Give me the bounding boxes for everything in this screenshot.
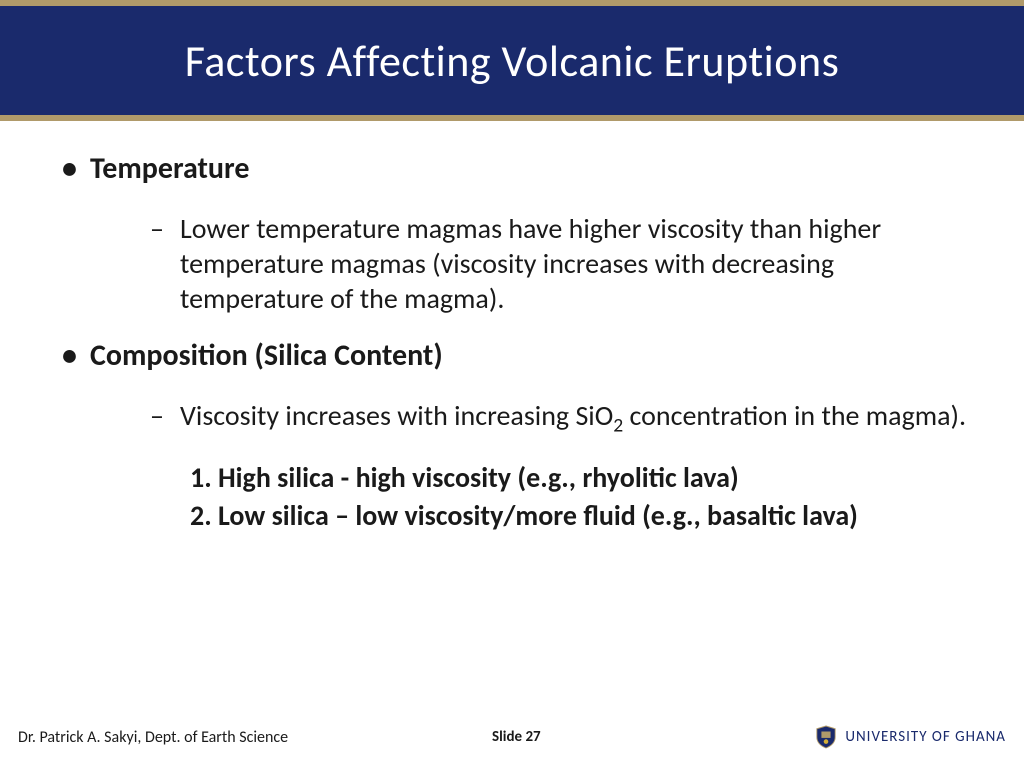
numbered-item-1: 1. High silica - high viscosity (e.g., r… — [190, 460, 974, 496]
sub-bullet-text: Lower temperature magmas have higher vis… — [150, 211, 974, 316]
bullet-composition: Composition (Silica Content) Viscosity i… — [50, 338, 974, 535]
bullet-temperature: Temperature Lower temperature magmas hav… — [50, 151, 974, 316]
numbered-item-2: 2. Low silica – low viscosity/more fluid… — [190, 498, 974, 534]
sub-bullet-list: Lower temperature magmas have higher vis… — [150, 211, 974, 316]
bullet-heading: Temperature — [90, 150, 249, 187]
sub-bullet-text: Viscosity increases with increasing SiO2… — [150, 398, 974, 438]
footer-author: Dr. Patrick A. Sakyi, Dept. of Earth Sci… — [18, 728, 288, 747]
university-name: UNIVERSITY OF GHANA — [845, 728, 1006, 746]
university-shield-icon — [815, 724, 837, 750]
footer-slide-number: Slide 27 — [492, 728, 541, 746]
bullet-list: Temperature Lower temperature magmas hav… — [50, 151, 974, 535]
sub-bullet-list: Viscosity increases with increasing SiO2… — [150, 398, 974, 438]
title-banner: Factors Affecting Volcanic Eruptions — [0, 6, 1024, 115]
slide-title: Factors Affecting Volcanic Eruptions — [185, 34, 840, 88]
bullet-heading: Composition (Silica Content) — [90, 337, 443, 374]
slide-content: Temperature Lower temperature magmas hav… — [0, 121, 1024, 535]
footer-university: UNIVERSITY OF GHANA — [815, 724, 1006, 750]
slide-footer: Dr. Patrick A. Sakyi, Dept. of Earth Sci… — [0, 724, 1024, 750]
numbered-list: 1. High silica - high viscosity (e.g., r… — [190, 460, 974, 535]
